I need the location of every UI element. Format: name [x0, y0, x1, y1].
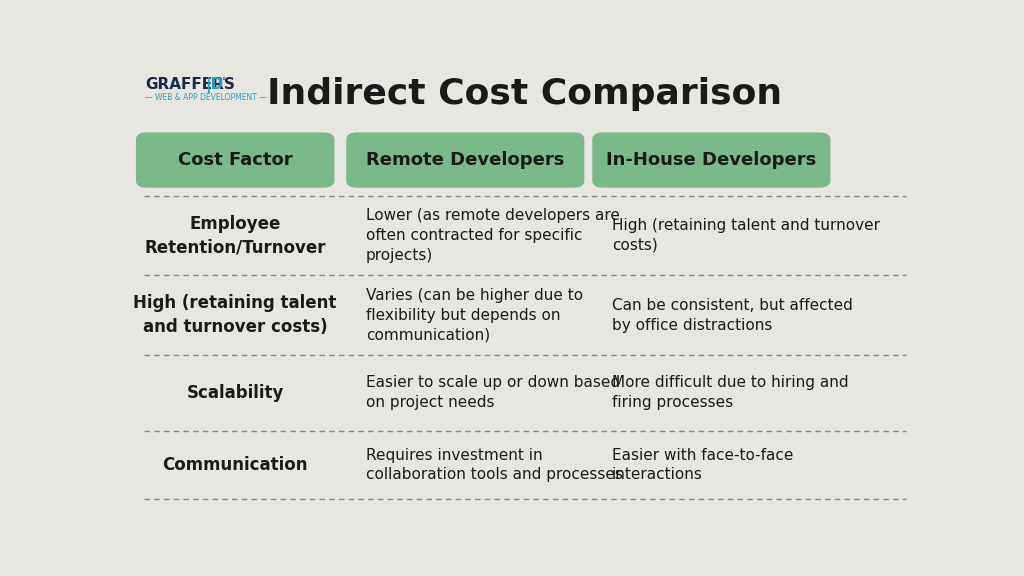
FancyBboxPatch shape — [346, 132, 585, 188]
Text: Requires investment in
collaboration tools and processes: Requires investment in collaboration too… — [367, 448, 623, 482]
Text: — WEB & APP DEVELOPMENT —: — WEB & APP DEVELOPMENT — — [145, 93, 267, 103]
FancyBboxPatch shape — [592, 132, 830, 188]
Text: High (retaining talent
and turnover costs): High (retaining talent and turnover cost… — [133, 294, 337, 336]
Text: Scalability: Scalability — [186, 384, 284, 402]
Text: |D: |D — [205, 77, 223, 93]
Text: Easier to scale up or down based
on project needs: Easier to scale up or down based on proj… — [367, 376, 621, 410]
Text: More difficult due to hiring and
firing processes: More difficult due to hiring and firing … — [612, 376, 849, 410]
Text: Remote Developers: Remote Developers — [367, 151, 564, 169]
Text: Lower (as remote developers are
often contracted for specific
projects): Lower (as remote developers are often co… — [367, 208, 620, 263]
Text: Can be consistent, but affected
by office distractions: Can be consistent, but affected by offic… — [612, 298, 853, 333]
Text: Easier with face-to-face
interactions: Easier with face-to-face interactions — [612, 448, 794, 482]
Text: In-House Developers: In-House Developers — [606, 151, 816, 169]
Text: Cost Factor: Cost Factor — [178, 151, 293, 169]
Text: Communication: Communication — [163, 456, 308, 474]
Text: °: ° — [221, 77, 225, 86]
Text: GRAFFERS: GRAFFERS — [145, 77, 236, 92]
Text: High (retaining talent and turnover
costs): High (retaining talent and turnover cost… — [612, 218, 880, 253]
Text: Indirect Cost Comparison: Indirect Cost Comparison — [267, 77, 782, 111]
Text: Employee
Retention/Turnover: Employee Retention/Turnover — [144, 215, 326, 256]
FancyBboxPatch shape — [136, 132, 334, 188]
Text: Varies (can be higher due to
flexibility but depends on
communication): Varies (can be higher due to flexibility… — [367, 288, 584, 343]
